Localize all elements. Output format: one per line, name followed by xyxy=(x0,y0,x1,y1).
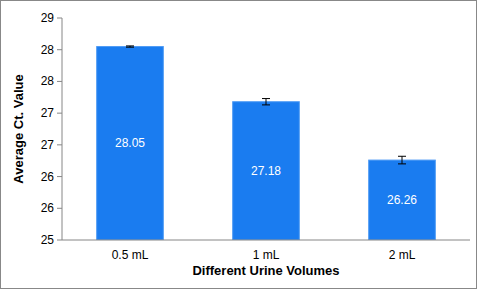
y-tick xyxy=(57,240,62,241)
y-tick xyxy=(57,176,62,177)
error-cap xyxy=(126,45,134,46)
chart: 25 26 26 27 27 28 28 29 28.05 27.18 26.26 0.5 mL 1 m… xyxy=(0,0,477,289)
data-label: 28.05 xyxy=(115,136,145,150)
y-tick-label: 29 xyxy=(41,11,55,25)
data-labels: 28.05 27.18 26.26 xyxy=(115,136,417,207)
y-tick-label: 27 xyxy=(41,106,55,120)
bar xyxy=(233,102,300,240)
bar xyxy=(369,160,436,240)
y-tick-label: 26 xyxy=(41,170,55,184)
y-tick xyxy=(57,18,62,19)
y-tick xyxy=(57,49,62,50)
y-axis xyxy=(62,18,63,240)
chart-border xyxy=(1,1,477,289)
x-tick-label: 2 mL xyxy=(389,248,416,262)
y-tick xyxy=(57,113,62,114)
y-tick xyxy=(57,144,62,145)
error-cap xyxy=(126,47,134,48)
error-cap xyxy=(398,156,406,157)
error-cap xyxy=(398,163,406,164)
y-axis-title: Average Ct. Value xyxy=(11,74,26,183)
y-tick-label: 27 xyxy=(41,138,55,152)
bar xyxy=(97,47,164,240)
y-tick xyxy=(57,81,62,82)
error-bar xyxy=(266,99,267,105)
data-label: 26.26 xyxy=(387,193,417,207)
y-tick-label: 28 xyxy=(41,74,55,88)
bars xyxy=(97,46,436,240)
y-tick-label: 25 xyxy=(41,233,55,247)
x-tick-label: 1 mL xyxy=(253,248,280,262)
x-axis xyxy=(62,240,470,241)
y-tick-label: 26 xyxy=(41,201,55,215)
x-tick-label: 0.5 mL xyxy=(112,248,149,262)
y-tick xyxy=(57,208,62,209)
error-bar xyxy=(402,156,403,164)
x-axis-title: Different Urine Volumes xyxy=(192,263,339,278)
data-label: 27.18 xyxy=(251,164,281,178)
error-cap xyxy=(262,104,270,105)
error-cap xyxy=(262,98,270,99)
y-tick-label: 28 xyxy=(41,43,55,57)
